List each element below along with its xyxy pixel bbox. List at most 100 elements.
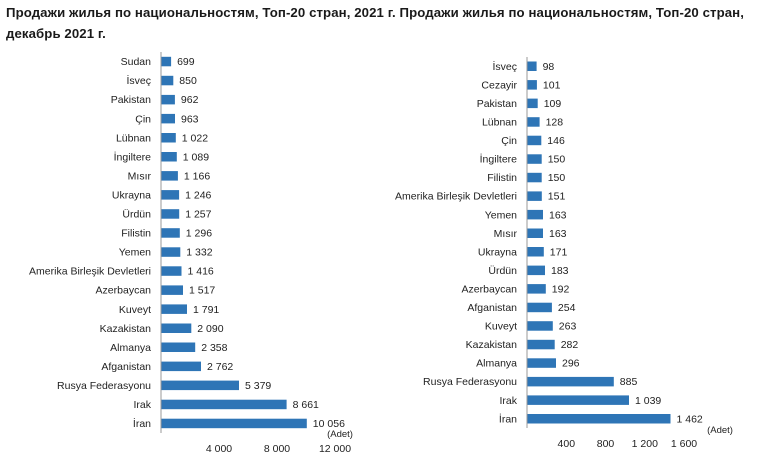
- chart-2021: Sudan 699 İsveç 850 Pakistan 962 Çin 963 Lübnan 1…: [29, 52, 353, 455]
- x-tick-label: 1 200: [632, 438, 658, 450]
- data-label: 2 762: [207, 361, 233, 373]
- bar: [527, 414, 671, 424]
- bar: [161, 133, 176, 143]
- category-label: Pakistan: [111, 94, 151, 106]
- category-label: Mısır: [128, 170, 152, 182]
- bar: [527, 209, 543, 220]
- category-label: İngiltere: [114, 150, 152, 163]
- data-label: 8 661: [293, 399, 319, 411]
- data-label: 98: [543, 61, 555, 73]
- data-label: 151: [548, 191, 566, 203]
- category-label: Amerika Birleşik Devletleri: [29, 266, 151, 278]
- bar: [161, 399, 287, 410]
- category-label: Ürdün: [488, 265, 517, 277]
- data-label: 1 332: [186, 247, 212, 259]
- x-tick-label: 400: [558, 438, 576, 450]
- bar: [527, 321, 553, 331]
- bar: [527, 135, 542, 146]
- bar: [527, 172, 542, 183]
- category-label: İsveç: [492, 60, 517, 73]
- data-label: 1 246: [185, 190, 211, 202]
- data-label: 963: [181, 113, 199, 125]
- category-label: Kazakistan: [100, 323, 152, 335]
- bar: [161, 56, 172, 67]
- bar: [161, 113, 175, 124]
- bar: [527, 191, 542, 201]
- bar: [527, 376, 614, 387]
- category-label: Rusya Federasyonu: [57, 380, 151, 392]
- bar: [161, 152, 177, 162]
- category-label: Ürdün: [122, 209, 151, 221]
- data-label: 962: [181, 94, 199, 106]
- category-label: Yemen: [119, 247, 151, 259]
- category-label: Ukrayna: [112, 190, 151, 202]
- bar: [161, 247, 181, 257]
- bar: [161, 323, 192, 333]
- bar: [161, 94, 175, 105]
- data-label: 1 039: [635, 395, 661, 407]
- category-label: İsveç: [126, 74, 151, 87]
- data-label: 1 462: [677, 413, 703, 425]
- bar: [527, 302, 552, 313]
- bar: [527, 358, 556, 368]
- category-label: Kazakistan: [466, 339, 518, 351]
- bar: [527, 154, 542, 164]
- category-label: Amerika Birleşik Devletleri: [395, 191, 517, 203]
- bar: [527, 98, 538, 109]
- category-label: Çin: [501, 135, 517, 147]
- category-label: Çin: [135, 113, 151, 125]
- data-label: 296: [562, 358, 580, 370]
- data-label: 101: [543, 79, 561, 91]
- category-label: Almanya: [110, 342, 151, 354]
- data-label: 150: [548, 154, 566, 166]
- unit-label: (Adet): [707, 425, 733, 436]
- x-tick-label: 12 000: [319, 443, 351, 455]
- category-label: Lübnan: [482, 117, 517, 129]
- data-label: 109: [544, 98, 562, 110]
- bar: [161, 266, 182, 276]
- x-tick-label: 800: [597, 438, 615, 450]
- category-label: Cezayir: [481, 79, 517, 91]
- data-label: 1 416: [188, 266, 214, 278]
- category-label: Azerbaycan: [462, 284, 518, 296]
- x-tick-label: 4 000: [206, 443, 232, 455]
- x-tick-label: 1 600: [671, 438, 697, 450]
- data-label: 850: [179, 75, 197, 87]
- data-label: 699: [177, 56, 195, 68]
- data-label: 5 379: [245, 380, 271, 392]
- bar: [527, 395, 629, 405]
- data-label: 128: [546, 117, 564, 129]
- category-label: Sudan: [121, 56, 152, 68]
- data-label: 146: [547, 135, 565, 147]
- x-tick-label: 8 000: [264, 443, 290, 455]
- data-label: 1 089: [183, 151, 209, 163]
- bar: [161, 171, 178, 181]
- bar: [161, 285, 183, 295]
- bar: [161, 75, 174, 86]
- bar: [527, 339, 555, 350]
- data-label: 263: [559, 321, 577, 333]
- category-label: Irak: [133, 399, 151, 411]
- bar: [161, 304, 187, 314]
- bar: [527, 284, 546, 294]
- data-label: 163: [549, 209, 567, 221]
- data-label: 1 022: [182, 132, 208, 144]
- data-label: 192: [552, 284, 570, 296]
- bar: [161, 190, 180, 200]
- data-label: 2 090: [197, 323, 223, 335]
- category-label: İran: [133, 417, 151, 430]
- data-label: 183: [551, 265, 569, 277]
- category-label: Mısır: [494, 228, 518, 240]
- category-label: Yemen: [485, 209, 517, 221]
- page-title: Продажи жилья по национальностям, Топ-20…: [6, 5, 745, 41]
- bar: [527, 80, 537, 90]
- data-label: 885: [620, 376, 638, 388]
- data-label: 1 791: [193, 304, 219, 316]
- category-label: İngiltere: [480, 153, 518, 166]
- category-label: Filistin: [487, 172, 517, 184]
- category-label: Filistin: [121, 228, 151, 240]
- data-label: 1 517: [189, 285, 215, 297]
- data-label: 254: [558, 302, 576, 314]
- bar: [527, 117, 540, 127]
